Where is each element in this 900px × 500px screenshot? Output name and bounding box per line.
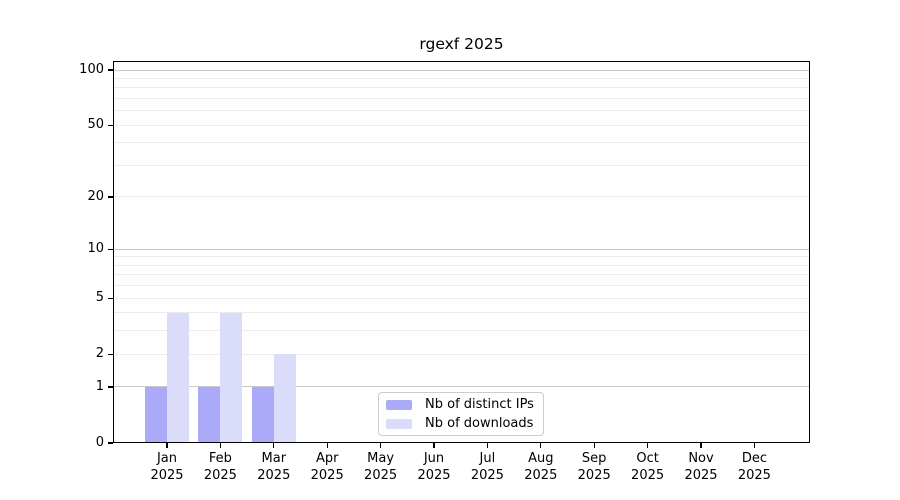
x-tick-label-feb: Feb 2025 <box>203 451 237 483</box>
x-tick-label-oct: Oct 2025 <box>631 451 665 483</box>
x-tick-nov <box>700 443 702 448</box>
gridline-minor-2 <box>113 353 810 355</box>
y-tick-5 <box>108 297 113 299</box>
x-tick-label-jun: Jun 2025 <box>417 451 451 483</box>
x-tick-feb <box>219 443 221 448</box>
y-tick-label-5: 5 <box>95 290 104 306</box>
x-tick-apr <box>326 443 328 448</box>
gridline-minor-30 <box>113 164 810 166</box>
x-tick-jun <box>433 443 435 448</box>
y-tick-10 <box>108 248 113 250</box>
legend-row-0: Nb of distinct IPs <box>386 397 543 413</box>
bar-distinct-ips-mar <box>251 386 274 443</box>
x-tick-aug <box>540 443 542 448</box>
x-tick-jul <box>486 443 488 448</box>
bar-downloads-mar <box>273 354 296 443</box>
gridline-minor-6 <box>113 285 810 287</box>
y-tick-50 <box>108 124 113 126</box>
y-tick-label-20: 20 <box>87 188 104 204</box>
gridline-minor-70 <box>113 97 810 99</box>
y-tick-100 <box>108 69 113 71</box>
gridline-major-10 <box>113 248 810 250</box>
gridline-minor-5 <box>113 297 810 299</box>
y-tick-label-2: 2 <box>95 346 104 362</box>
x-tick-mar <box>273 443 275 448</box>
legend-label: Nb of distinct IPs <box>425 396 534 412</box>
x-tick-label-nov: Nov 2025 <box>684 451 718 483</box>
y-tick-label-0: 0 <box>95 435 104 450</box>
x-tick-label-sep: Sep 2025 <box>577 451 611 483</box>
y-tick-2 <box>108 353 113 355</box>
chart-title: rgexf 2025 <box>419 35 504 53</box>
legend-label: Nb of downloads <box>425 415 534 431</box>
gridline-minor-8 <box>113 264 810 266</box>
x-tick-label-may: May 2025 <box>364 451 398 483</box>
y-tick-label-100: 100 <box>79 62 104 77</box>
gridline-minor-60 <box>113 110 810 112</box>
x-tick-label-apr: Apr 2025 <box>310 451 344 483</box>
bar-distinct-ips-feb <box>198 386 221 443</box>
x-tick-may <box>380 443 382 448</box>
x-tick-jan <box>166 443 168 448</box>
y-tick-0 <box>108 442 113 444</box>
x-tick-label-jul: Jul 2025 <box>470 451 504 483</box>
x-tick-dec <box>753 443 755 448</box>
gridline-major-100 <box>113 69 810 71</box>
x-tick-oct <box>647 443 649 448</box>
gridline-minor-50 <box>113 124 810 126</box>
y-tick-20 <box>108 196 113 198</box>
y-tick-1 <box>108 386 113 388</box>
gridline-minor-4 <box>113 312 810 314</box>
legend: Nb of distinct IPs Nb of downloads <box>378 392 544 436</box>
x-tick-label-jan: Jan 2025 <box>150 451 184 483</box>
legend-row-1: Nb of downloads <box>386 416 543 432</box>
y-tick-label-10: 10 <box>87 241 104 257</box>
gridline-minor-80 <box>113 87 810 89</box>
gridline-minor-90 <box>113 77 810 79</box>
x-tick-sep <box>593 443 595 448</box>
bar-distinct-ips-jan <box>145 386 167 443</box>
x-tick-label-mar: Mar 2025 <box>257 451 291 483</box>
gridline-minor-7 <box>113 274 810 276</box>
gridline-minor-9 <box>113 256 810 258</box>
bar-downloads-jan <box>167 312 189 443</box>
gridline-minor-40 <box>113 142 810 144</box>
x-tick-label-aug: Aug 2025 <box>524 451 558 483</box>
bar-downloads-feb <box>220 312 243 443</box>
gridline-minor-20 <box>113 196 810 198</box>
x-tick-label-dec: Dec 2025 <box>737 451 771 483</box>
legend-swatch-icon <box>386 418 412 429</box>
gridline-major-1 <box>113 386 810 388</box>
y-tick-label-50: 50 <box>87 117 104 133</box>
y-tick-label-1: 1 <box>95 378 104 394</box>
legend-swatch-icon <box>386 399 412 410</box>
gridline-minor-3 <box>113 330 810 332</box>
